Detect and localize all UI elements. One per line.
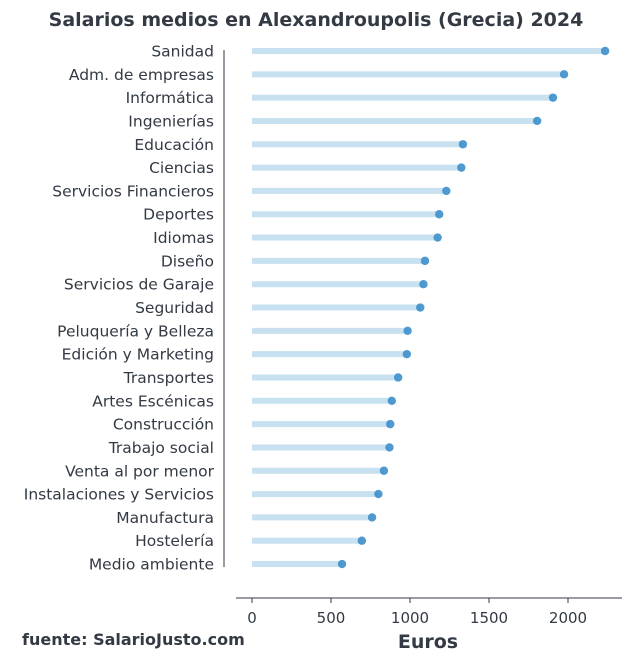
x-tick-label-0: 0 (247, 609, 257, 627)
chart-title: Salarios medios en Alexandroupolis (Grec… (49, 9, 584, 31)
category-label-16: Construcción (113, 416, 214, 434)
category-label-22: Medio ambiente (89, 556, 214, 574)
point-4 (458, 140, 468, 149)
x-tick-label-4: 2000 (549, 609, 587, 627)
point-19 (374, 489, 383, 499)
point-15 (387, 396, 397, 405)
category-label-13: Edición y Marketing (62, 346, 214, 364)
category-label-20: Manufactura (116, 509, 214, 527)
category-label-1: Adm. de empresas (69, 66, 214, 84)
point-6 (442, 186, 451, 196)
category-label-12: Peluquería y Belleza (57, 322, 214, 340)
point-7 (435, 210, 444, 219)
point-17 (385, 443, 394, 452)
category-label-7: Deportes (143, 206, 214, 224)
source-note: fuente: SalarioJusto.com (22, 630, 245, 649)
x-tick-label-1: 500 (317, 609, 346, 627)
x-tick-label-3: 1500 (470, 609, 508, 627)
category-label-19: Instalaciones y Servicios (24, 486, 214, 504)
category-label-9: Diseño (161, 252, 214, 270)
point-1 (559, 70, 569, 79)
point-0 (600, 46, 610, 56)
point-11 (416, 303, 425, 312)
point-18 (379, 466, 389, 475)
point-10 (419, 280, 428, 289)
point-22 (337, 559, 347, 569)
chart-marks: Sanidad Adm. de empresas Informática Ingeni… (24, 43, 610, 574)
category-label-8: Idiomas (153, 229, 214, 247)
category-label-17: Trabajo social (108, 439, 214, 457)
category-label-21: Hostelería (135, 532, 214, 550)
point-16 (386, 419, 395, 429)
point-5 (457, 163, 466, 172)
x-axis-label: Euros (398, 631, 458, 653)
category-label-4: Educación (134, 136, 214, 154)
point-2 (548, 93, 558, 102)
point-20 (367, 513, 377, 522)
point-3 (532, 116, 542, 126)
point-14 (393, 373, 403, 382)
point-8 (433, 233, 442, 242)
x-ticks: 0 500 1000 1500 2000 (247, 598, 587, 627)
category-label-5: Ciencias (149, 159, 214, 177)
category-label-6: Servicios Financieros (52, 182, 214, 200)
category-label-11: Seguridad (135, 299, 214, 317)
category-label-0: Sanidad (151, 43, 214, 61)
category-label-2: Informática (126, 89, 214, 107)
category-label-14: Transportes (123, 369, 214, 387)
category-label-3: Ingenierías (128, 112, 214, 130)
category-label-10: Servicios de Garaje (64, 276, 214, 294)
point-9 (420, 256, 430, 266)
point-21 (357, 536, 367, 545)
x-tick-label-2: 1000 (391, 609, 429, 627)
point-12 (403, 326, 412, 336)
category-label-18: Venta al por menor (65, 462, 215, 480)
point-13 (402, 349, 412, 359)
category-label-15: Artes Escénicas (92, 392, 214, 410)
